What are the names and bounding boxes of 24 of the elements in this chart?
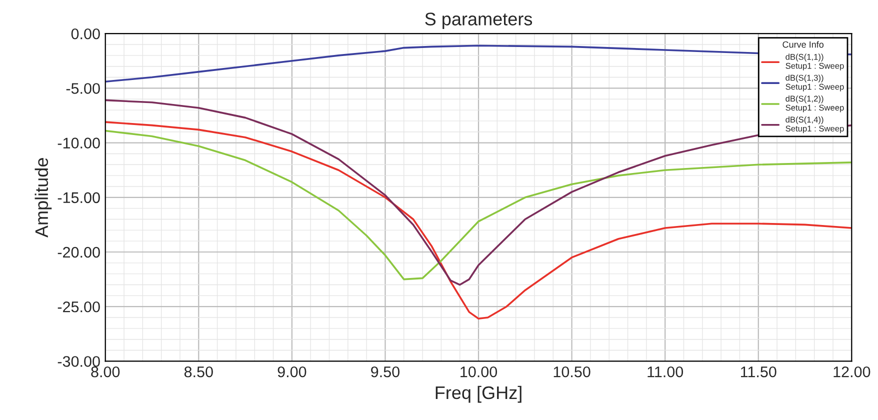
y-tick-label: 0.00 — [71, 28, 100, 40]
legend-label: dB(S(1,4)) Setup1 : Sweep — [786, 116, 844, 134]
x-tick-label: 10.50 — [554, 366, 590, 378]
x-tick-label: 9.50 — [371, 366, 400, 378]
x-tick-label: 8.00 — [91, 366, 120, 378]
legend-title: Curve Info — [782, 41, 824, 48]
x-tick-label: 9.00 — [278, 366, 306, 378]
legend-label: dB(S(1,2)) Setup1 : Sweep — [786, 96, 844, 112]
legend-label: dB(S(1,3)) Setup1 : Sweep — [786, 74, 844, 92]
y-tick-label: -15.00 — [58, 192, 100, 204]
x-axis-title: Freq [GHz] — [436, 386, 522, 403]
x-tick-label: 8.50 — [184, 366, 213, 378]
x-tick-label: 11.00 — [648, 366, 684, 378]
x-tick-label: 11.50 — [740, 366, 776, 378]
y-tick-label: -25.00 — [58, 301, 100, 312]
y-tick-label: -30.00 — [58, 356, 100, 367]
x-tick-label: 12.00 — [834, 366, 870, 378]
legend-label: dB(S(1,1)) Setup1 : Sweep — [786, 54, 844, 70]
x-tick-label: 10.00 — [460, 366, 498, 378]
y-tick-label: -20.00 — [58, 246, 100, 258]
y-tick-label: -10.00 — [58, 138, 100, 148]
y-axis-title: Amplitude — [34, 158, 52, 238]
chart-title: S parameters — [425, 12, 532, 30]
y-tick-label: -5.00 — [66, 83, 100, 94]
